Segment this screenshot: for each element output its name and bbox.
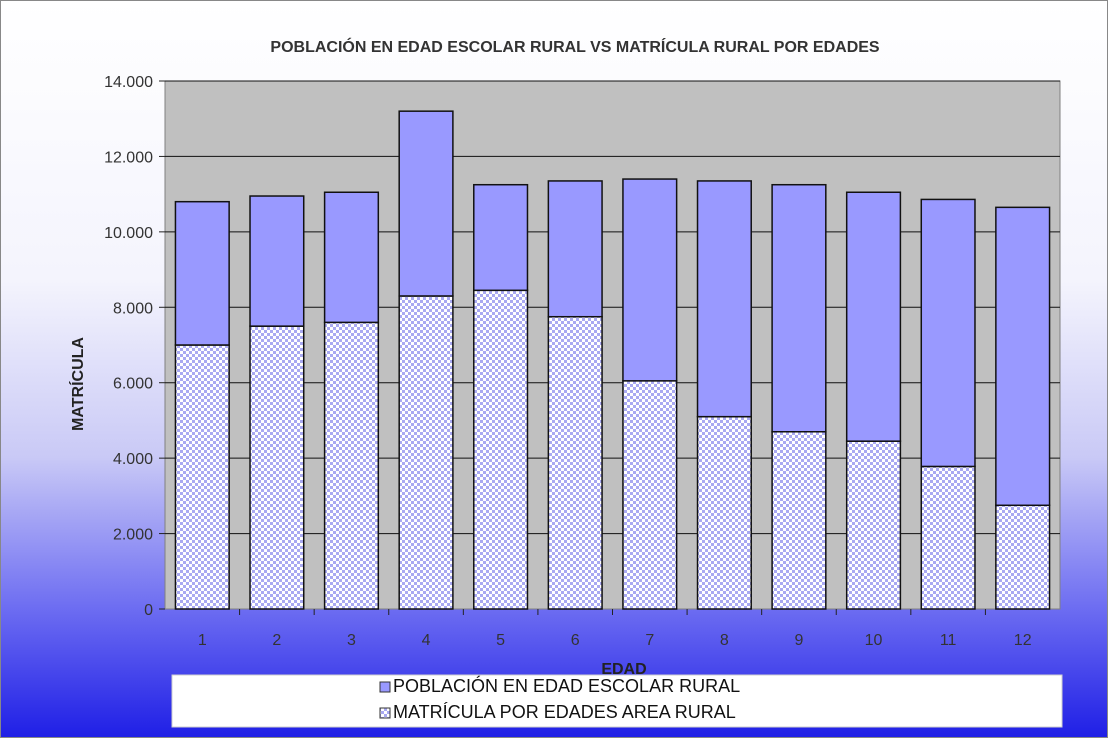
bar-poblacion xyxy=(696,180,752,418)
grid-lines xyxy=(165,80,1060,535)
bar-matricula xyxy=(920,465,976,610)
plot-area xyxy=(164,80,1061,610)
y-tick-label: 6.000 xyxy=(113,376,153,393)
x-axis: 1 2 3 4 5 6 7 8 9 10 11 12 xyxy=(198,609,1032,649)
bar-poblacion xyxy=(845,191,902,442)
bar-poblacion xyxy=(920,198,976,468)
bar-matricula xyxy=(622,380,678,610)
x-tick-label: 5 xyxy=(496,632,505,649)
bar-matricula xyxy=(845,440,902,610)
x-tick-label: 3 xyxy=(347,632,356,649)
bar-matricula xyxy=(174,344,230,610)
bar-matricula xyxy=(995,504,1051,610)
bar-matricula xyxy=(249,325,305,610)
bar-poblacion xyxy=(473,183,529,292)
y-tick-label: 0 xyxy=(144,602,153,619)
bar-poblacion xyxy=(249,195,305,327)
y-tick-label: 8.000 xyxy=(113,300,153,317)
x-tick-label: 10 xyxy=(865,632,883,649)
y-tick-label: 2.000 xyxy=(113,527,153,544)
bar-matricula xyxy=(547,315,603,610)
legend: POBLACIÓN EN EDAD ESCOLAR RURAL MATRÍCUL… xyxy=(171,674,1063,728)
x-tick-label: 7 xyxy=(645,632,654,649)
bar-matricula xyxy=(473,289,529,610)
chart-title: POBLACIÓN EN EDAD ESCOLAR RURAL VS MATRÍ… xyxy=(270,37,880,56)
y-tick-label: 12.000 xyxy=(104,149,153,166)
legend-label-matricula: MATRÍCULA POR EDADES AREA RURAL xyxy=(393,702,736,722)
x-tick-label: 1 xyxy=(198,632,207,649)
y-axis: 0 2.000 4.000 6.000 8.000 10.000 12.000 14.000 xyxy=(104,74,165,619)
bar-poblacion xyxy=(622,178,678,382)
bar-poblacion xyxy=(547,180,603,318)
bar-poblacion xyxy=(323,191,380,324)
bar-matricula xyxy=(696,415,752,610)
y-tick-label: 14.000 xyxy=(104,74,153,91)
x-tick-label: 9 xyxy=(795,632,804,649)
bar-poblacion xyxy=(398,110,454,297)
bar-poblacion xyxy=(174,200,230,346)
bar-poblacion xyxy=(771,183,827,433)
legend-swatch-matricula xyxy=(379,707,391,719)
bar-matricula xyxy=(398,295,454,610)
bars xyxy=(174,110,1051,610)
legend-box xyxy=(171,674,1063,728)
y-axis-label: MATRÍCULA xyxy=(68,337,87,431)
x-tick-label: 8 xyxy=(720,632,729,649)
bar-poblacion xyxy=(995,206,1051,507)
x-tick-label: 4 xyxy=(422,632,431,649)
y-tick-label: 4.000 xyxy=(113,451,153,468)
legend-swatch-poblacion xyxy=(379,681,391,693)
bar-matricula xyxy=(771,430,827,610)
bar-matricula xyxy=(323,321,380,610)
x-tick-label: 6 xyxy=(571,632,580,649)
x-tick-label: 11 xyxy=(940,632,957,649)
y-tick-label: 10.000 xyxy=(104,225,153,242)
x-tick-label: 12 xyxy=(1014,632,1032,649)
legend-label-poblacion: POBLACIÓN EN EDAD ESCOLAR RURAL xyxy=(393,675,740,696)
x-axis-label: EDAD xyxy=(601,661,646,678)
x-tick-label: 2 xyxy=(272,632,281,649)
